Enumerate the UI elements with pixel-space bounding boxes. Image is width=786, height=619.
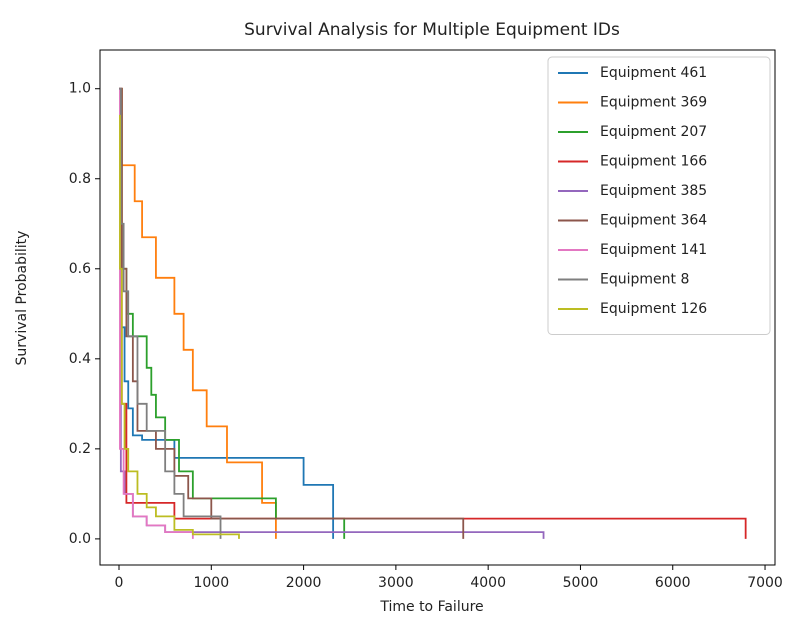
legend-label: Equipment 385 bbox=[600, 183, 707, 199]
x-tick-label: 1000 bbox=[193, 575, 229, 591]
y-tick-label: 0.8 bbox=[69, 171, 91, 187]
survival-line bbox=[119, 114, 240, 539]
x-tick-label: 4000 bbox=[470, 575, 506, 591]
y-tick-label: 0.2 bbox=[69, 441, 91, 457]
legend-label: Equipment 364 bbox=[600, 213, 707, 229]
legend-label: Equipment 126 bbox=[600, 301, 707, 317]
y-tick-label: 0.4 bbox=[69, 351, 91, 367]
y-tick-label: 1.0 bbox=[69, 81, 91, 97]
chart-title: Survival Analysis for Multiple Equipment… bbox=[244, 20, 620, 40]
y-tick-label: 0.6 bbox=[69, 261, 91, 277]
x-tick-label: 7000 bbox=[747, 575, 783, 591]
plot-frame bbox=[99, 49, 776, 566]
x-axis-label: Time to Failure bbox=[379, 599, 483, 615]
legend-box bbox=[547, 56, 771, 335]
y-tick-label: 0.0 bbox=[69, 531, 91, 547]
legend-label: Equipment 207 bbox=[600, 124, 707, 140]
x-tick-label: 3000 bbox=[378, 575, 414, 591]
legend-label: Equipment 141 bbox=[600, 242, 707, 258]
survival-line bbox=[119, 87, 277, 539]
survival-line bbox=[119, 87, 194, 539]
x-tick-label: 0 bbox=[115, 575, 124, 591]
x-tick-label: 2000 bbox=[286, 575, 322, 591]
survival-line bbox=[119, 87, 346, 539]
legend-label: Equipment 461 bbox=[600, 65, 707, 81]
survival-line bbox=[119, 87, 335, 539]
legend-label: Equipment 166 bbox=[600, 154, 707, 170]
legend-label: Equipment 369 bbox=[600, 95, 707, 111]
x-tick-label: 5000 bbox=[563, 575, 599, 591]
y-axis-label: Survival Probability bbox=[14, 231, 30, 366]
survival-line bbox=[119, 87, 222, 539]
x-tick-label: 6000 bbox=[655, 575, 691, 591]
legend-label: Equipment 8 bbox=[600, 272, 689, 288]
